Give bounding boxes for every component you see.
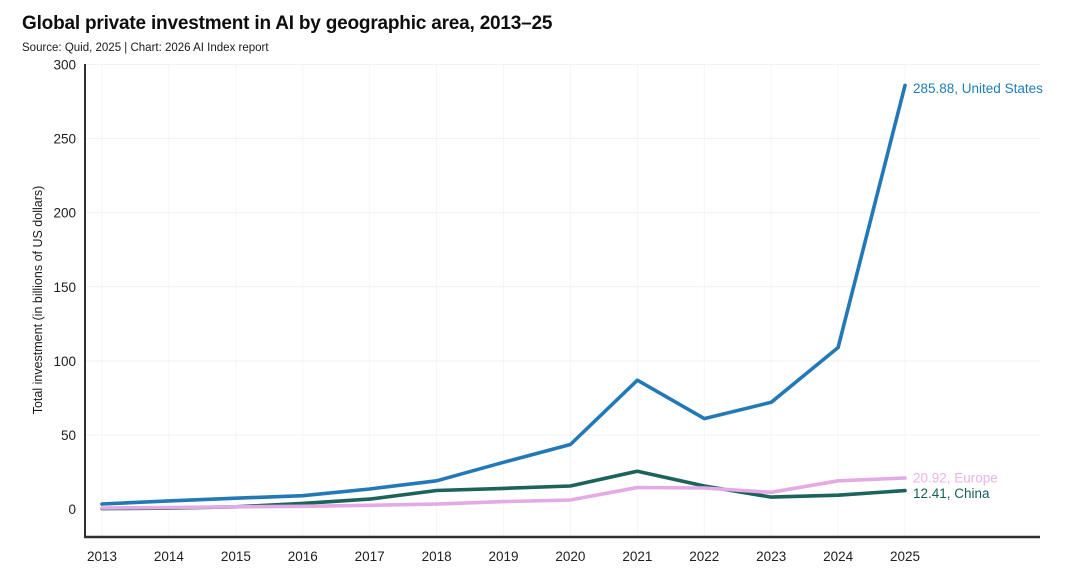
x-tick-label: 2022 — [689, 549, 719, 564]
series-end-label-europe: 20.92, Europe — [913, 471, 998, 486]
y-tick-label: 100 — [53, 354, 76, 369]
x-tick-label: 2014 — [154, 549, 185, 564]
x-tick-label: 2025 — [890, 549, 920, 564]
chart-title: Global private investment in AI by geogr… — [22, 13, 553, 34]
x-tick-label: 2024 — [823, 549, 854, 564]
y-tick-label: 0 — [68, 502, 76, 517]
y-tick-label: 200 — [53, 206, 76, 221]
x-tick-label: 2013 — [87, 549, 117, 564]
x-tick-label: 2023 — [756, 549, 786, 564]
y-axis-title: Total investment (in billions of US doll… — [31, 186, 45, 415]
y-tick-label: 250 — [53, 132, 76, 147]
x-tick-label: 2017 — [355, 549, 385, 564]
x-tick-label: 2020 — [555, 549, 585, 564]
chart-subtitle: Source: Quid, 2025 | Chart: 2026 AI Inde… — [22, 42, 269, 54]
x-tick-label: 2019 — [488, 549, 518, 564]
y-tick-label: 150 — [53, 280, 76, 295]
x-tick-label: 2018 — [422, 549, 452, 564]
x-tick-label: 2015 — [221, 549, 251, 564]
series-end-label-china: 12.41, China — [913, 486, 990, 501]
y-tick-label: 300 — [53, 58, 76, 73]
x-tick-label: 2021 — [622, 549, 652, 564]
x-tick-label: 2016 — [288, 549, 318, 564]
series-end-label-united-states: 285.88, United States — [913, 81, 1043, 96]
series-line-europe — [100, 476, 907, 510]
series-line-united-states — [100, 83, 907, 506]
y-tick-label: 50 — [61, 428, 76, 443]
